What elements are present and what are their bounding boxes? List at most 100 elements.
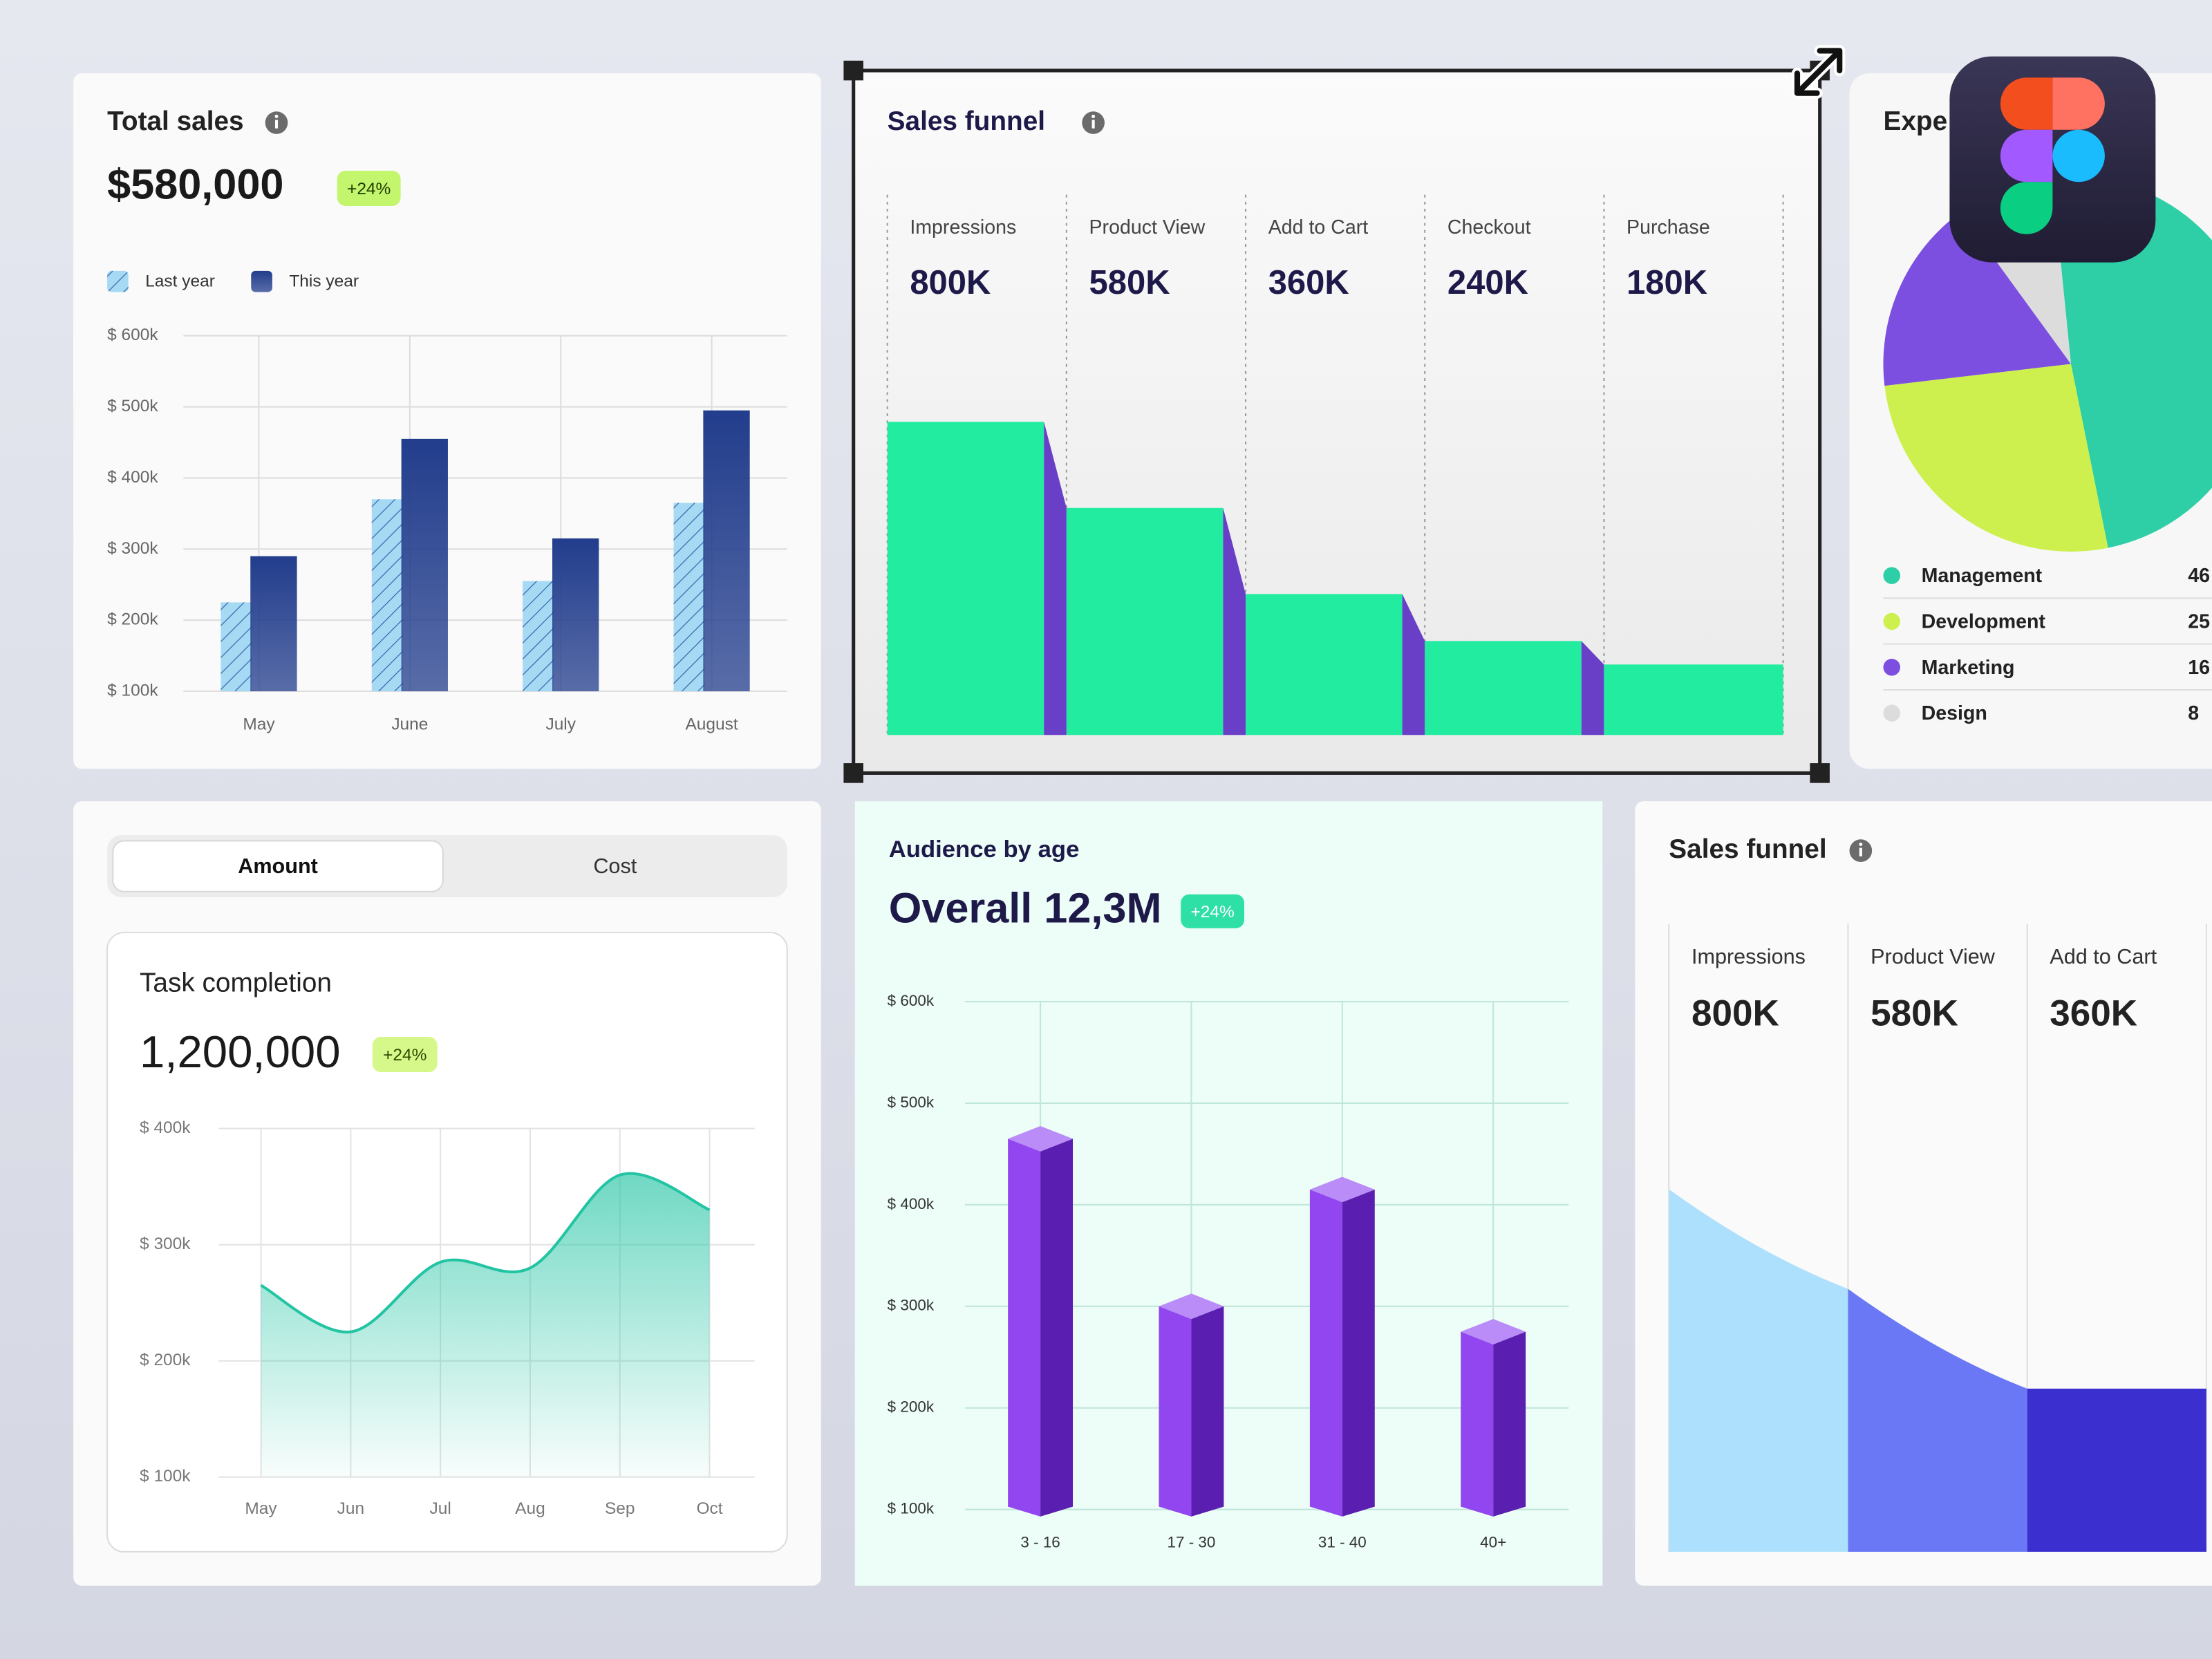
legend-value: 46 bbox=[2188, 565, 2210, 587]
y-tick-label: $ 100k bbox=[140, 1467, 191, 1485]
bar-face bbox=[1309, 1189, 1342, 1517]
figma-logo bbox=[1949, 56, 2156, 263]
handle bbox=[843, 60, 863, 81]
stage-value: 360K bbox=[1268, 264, 1349, 301]
legend-label: Design bbox=[1922, 702, 1987, 724]
y-tick-label: $ 100k bbox=[888, 1500, 935, 1517]
y-tick-label: $ 400k bbox=[140, 1118, 191, 1137]
legend-value: 25 bbox=[2188, 611, 2210, 633]
bar bbox=[221, 602, 252, 691]
x-tick-label: Oct bbox=[696, 1499, 722, 1518]
selection bbox=[843, 45, 1846, 783]
x-tick-label: 40+ bbox=[1480, 1534, 1506, 1551]
area bbox=[261, 1173, 710, 1477]
y-tick-label: $ 500k bbox=[888, 1094, 935, 1111]
legend-label: Marketing bbox=[1922, 657, 2015, 679]
tab[interactable]: Amount bbox=[238, 854, 318, 878]
funnel-bar bbox=[1604, 664, 1783, 735]
funnel-side bbox=[1402, 594, 1425, 735]
x-tick-label: Jul bbox=[430, 1499, 451, 1518]
logo-part bbox=[2000, 77, 2053, 130]
headline: $580,000 bbox=[107, 161, 283, 208]
funnel-bar bbox=[887, 422, 1044, 735]
funnel-side bbox=[1581, 641, 1604, 735]
stage-value: 360K bbox=[2050, 993, 2137, 1033]
selection-border bbox=[852, 68, 1822, 775]
info-icon-glyph bbox=[1091, 120, 1095, 129]
x-tick-label: 17 - 30 bbox=[1168, 1534, 1216, 1551]
y-tick-label: $ 200k bbox=[888, 1398, 935, 1416]
legend-dot bbox=[1883, 704, 1900, 722]
info-icon-glyph bbox=[274, 114, 279, 118]
x-tick-label: Aug bbox=[515, 1499, 545, 1518]
logo-part bbox=[2000, 129, 2053, 182]
stage-label: Product View bbox=[1089, 216, 1206, 238]
legend-swatch bbox=[251, 270, 272, 292]
legend-value: 16 bbox=[2188, 657, 2210, 679]
y-tick-label: $ 400k bbox=[107, 468, 158, 487]
x-tick-label: August bbox=[685, 715, 738, 733]
y-tick-label: $ 300k bbox=[107, 539, 158, 558]
bar bbox=[523, 581, 554, 691]
legend-label: Development bbox=[1922, 611, 2046, 633]
bar bbox=[552, 538, 599, 691]
line bbox=[260, 1172, 711, 1333]
y-tick-label: $ 200k bbox=[107, 610, 158, 629]
stage-value: 240K bbox=[1447, 264, 1528, 301]
x-tick-label: 31 - 40 bbox=[1318, 1534, 1367, 1551]
card-title: Total sales bbox=[107, 106, 244, 136]
bar bbox=[673, 503, 705, 691]
headline: Overall 12,3M bbox=[889, 885, 1162, 932]
funnel-side bbox=[1223, 507, 1246, 735]
x-tick-label: 3 - 16 bbox=[1020, 1534, 1060, 1551]
bar bbox=[371, 499, 403, 691]
stage-value: 580K bbox=[1089, 264, 1170, 301]
bar-top bbox=[1461, 1319, 1526, 1344]
legend-dot bbox=[1883, 612, 1900, 630]
y-tick-label: $ 100k bbox=[107, 681, 158, 700]
funnel-area bbox=[1669, 1189, 1848, 1552]
card-title: Audience by age bbox=[889, 836, 1080, 863]
badge-text: +24% bbox=[383, 1046, 427, 1065]
legend-label: Management bbox=[1922, 565, 2043, 587]
x-tick-label: Sep bbox=[605, 1499, 635, 1518]
card-title: Sales funnel bbox=[1669, 834, 1826, 864]
legend-swatch bbox=[107, 270, 129, 292]
info-icon-glyph bbox=[1091, 114, 1096, 118]
y-tick-label: $ 200k bbox=[140, 1351, 191, 1369]
y-tick-label: $ 300k bbox=[888, 1297, 935, 1314]
bar-face bbox=[1159, 1306, 1192, 1517]
tab[interactable]: Cost bbox=[593, 854, 637, 878]
funnel-area bbox=[1848, 1288, 2027, 1552]
bar-side bbox=[1191, 1306, 1224, 1517]
stage-value: 800K bbox=[1691, 993, 1779, 1033]
stage-value: 800K bbox=[910, 264, 991, 301]
x-tick-label: July bbox=[545, 715, 576, 733]
bar-side bbox=[1493, 1331, 1526, 1517]
logo-part bbox=[2000, 182, 2053, 234]
info-icon-glyph bbox=[1859, 847, 1862, 856]
funnel-bar bbox=[1425, 641, 1582, 735]
bar-face bbox=[1008, 1138, 1041, 1517]
headline: 1,200,000 bbox=[140, 1027, 341, 1077]
bar bbox=[703, 410, 750, 691]
tab-active bbox=[112, 840, 444, 892]
badge-text: +24% bbox=[347, 180, 391, 198]
stage-value: 580K bbox=[1871, 993, 1958, 1033]
y-tick-label: $ 600k bbox=[888, 992, 935, 1009]
info-icon-glyph bbox=[274, 120, 279, 129]
charts: Total sales $580,000 +24% Last year This yea… bbox=[106, 106, 2212, 1553]
badge bbox=[372, 1037, 438, 1073]
stage-label: Purchase bbox=[1627, 216, 1710, 238]
bar bbox=[401, 438, 448, 691]
funnel-side bbox=[1044, 422, 1067, 735]
bar-face bbox=[1461, 1331, 1494, 1517]
legend-label: Last year bbox=[145, 272, 215, 291]
logo-part bbox=[2052, 129, 2105, 182]
handle bbox=[1810, 763, 1830, 783]
stage-label: Checkout bbox=[1447, 216, 1531, 238]
pie-slice bbox=[1884, 364, 2108, 552]
stage-value: 180K bbox=[1627, 264, 1707, 301]
logo-part bbox=[2052, 77, 2105, 130]
